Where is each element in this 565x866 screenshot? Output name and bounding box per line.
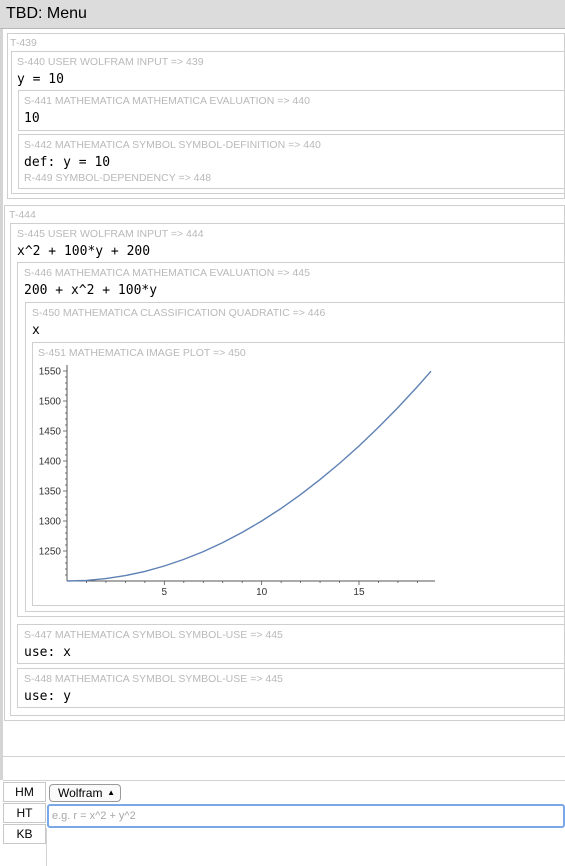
cell-code: use: y xyxy=(24,689,71,704)
series-line xyxy=(66,370,432,582)
command-input-wrapper xyxy=(47,804,565,828)
cell-label: S-447 MATHEMATICA SYMBOL SYMBOL-USE => 4… xyxy=(24,629,283,641)
cell-label: S-450 MATHEMATICA CLASSIFICATION QUADRAT… xyxy=(32,307,326,319)
divider xyxy=(46,828,47,866)
left-edge xyxy=(0,29,3,780)
menu-bar: TBD: Menu xyxy=(0,0,565,29)
plot-cell: S-451 MATHEMATICA IMAGE PLOT => 450 5 10 1… xyxy=(32,342,565,606)
separator xyxy=(3,780,565,781)
dependency-label: R-449 SYMBOL-DEPENDENCY => 448 xyxy=(24,172,212,184)
cell-label: S-440 USER WOLFRAM INPUT => 439 xyxy=(17,56,204,68)
language-select[interactable]: Wolfram ▲▼ xyxy=(49,784,121,813)
symbol-definition-cell: S-442 MATHEMATICA SYMBOL SYMBOL-DEFINITI… xyxy=(18,134,565,189)
symbol-use-cell: S-448 MATHEMATICA SYMBOL SYMBOL-USE => 4… xyxy=(17,668,565,708)
thread-label: T-444 xyxy=(9,209,36,221)
window-title: TBD: Menu xyxy=(6,5,87,22)
separator xyxy=(3,756,565,757)
cell-code: 200 + x^2 + 100*y xyxy=(24,283,158,298)
cell-code: def: y = 10 xyxy=(24,155,111,170)
cell-label: S-442 MATHEMATICA SYMBOL SYMBOL-DEFINITI… xyxy=(24,139,321,151)
y-tick-label: 1350 xyxy=(39,487,62,498)
symbol-use-cell: S-447 MATHEMATICA SYMBOL SYMBOL-USE => 4… xyxy=(17,624,565,664)
cell-label: S-448 MATHEMATICA SYMBOL SYMBOL-USE => 4… xyxy=(24,673,283,685)
y-tick-label: 1300 xyxy=(39,517,62,528)
cell-label: S-446 MATHEMATICA MATHEMATICA EVALUATION… xyxy=(24,267,310,279)
command-input[interactable] xyxy=(52,807,552,825)
cell-label: S-441 MATHEMATICA MATHEMATICA EVALUATION… xyxy=(24,95,310,107)
thread-label: T-439 xyxy=(10,37,37,49)
cell-code: use: x xyxy=(24,645,71,660)
x-tick-label: 10 xyxy=(256,587,268,598)
tab-hm[interactable]: HM xyxy=(3,782,46,802)
cell-code: x^2 + 100*y + 200 xyxy=(17,244,151,259)
evaluation-cell: S-441 MATHEMATICA MATHEMATICA EVALUATION… xyxy=(18,90,565,131)
y-tick-label: 1250 xyxy=(39,547,62,558)
x-tick-label: 15 xyxy=(353,587,365,598)
x-tick-label: 5 xyxy=(162,587,168,598)
language-select-value: Wolfram xyxy=(58,786,103,800)
y-tick-label: 1550 xyxy=(39,367,62,378)
y-tick-label: 1500 xyxy=(39,397,62,408)
cell-code: x xyxy=(32,323,40,338)
y-tick-label: 1400 xyxy=(39,457,62,468)
tab-kb[interactable]: KB xyxy=(3,824,46,844)
cell-label: S-451 MATHEMATICA IMAGE PLOT => 450 xyxy=(38,347,246,359)
tab-ht[interactable]: HT xyxy=(3,803,46,823)
cell-code: y = 10 xyxy=(17,72,64,87)
function-plot: 5 10 15 1250 1300 1350 1400 1450 1500 1550 xyxy=(39,365,435,598)
cell-code: 10 xyxy=(24,111,40,126)
cell-label: S-445 USER WOLFRAM INPUT => 444 xyxy=(17,228,204,240)
y-tick-label: 1450 xyxy=(39,427,62,438)
